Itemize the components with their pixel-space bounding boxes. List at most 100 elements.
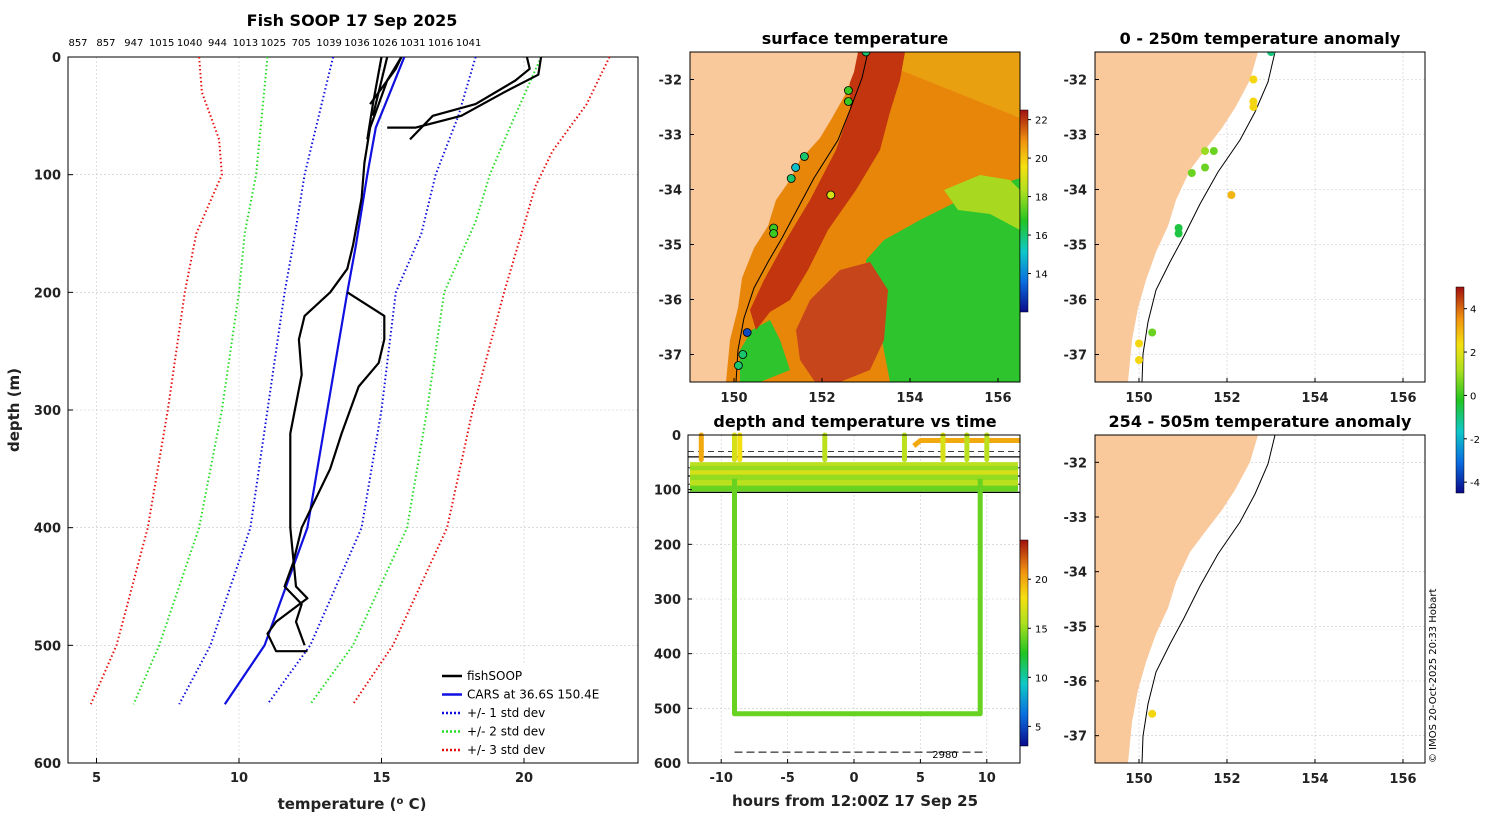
series-line-fishsoop (371, 56, 389, 117)
colorbar-tick-label: 20 (1035, 154, 1048, 165)
depth-time-panel: depth and temperature vs time -10 -5 0 5 100… (654, 412, 1048, 810)
sst-map-field (690, 52, 1020, 382)
top-id-label: 944 (208, 38, 227, 49)
series-line--1-std-dev (266, 56, 477, 705)
depth-trace (912, 438, 1020, 448)
x-tick-label: 20 (515, 771, 533, 786)
sst-stations (734, 52, 871, 370)
top-id-label: 1039 (316, 38, 341, 49)
anomaly-point (1249, 75, 1258, 84)
station-marker (742, 328, 752, 337)
sst-colorbar-ticks: 22 20 18 16 14 (1028, 116, 1048, 281)
anomaly-colorbar-ticks: 4 2 0 -2 -4 (1464, 305, 1480, 489)
sst-map-ticks: 150 152 154 156 -32 -33 -34 -35 -36 -37 (659, 74, 1012, 407)
lat-tick-label: -33 (1064, 129, 1088, 144)
station-marker (769, 229, 778, 238)
colorbar-tick-label: 0 (1470, 391, 1476, 402)
profile-legend: fishSOOP CARS at 36.6S 150.4E +/- 1 std de… (436, 664, 632, 757)
anomaly-map-1-points (1135, 52, 1275, 364)
legend-box (436, 664, 632, 756)
lon-tick-label: 156 (1389, 772, 1416, 787)
anomaly-point (1187, 169, 1196, 177)
lon-tick-label: 150 (1125, 391, 1152, 406)
lon-tick-label: 156 (1389, 391, 1416, 406)
station-marker (738, 350, 748, 359)
sst-sea-warm-east (690, 52, 1020, 118)
profile-series (89, 56, 611, 705)
colorbar-tick-label: 20 (1035, 575, 1048, 586)
profile-title: Fish SOOP 17 Sep 2025 (247, 11, 458, 30)
colorbar-tick-label: 18 (1035, 193, 1048, 204)
lat-tick-label: -32 (1064, 74, 1088, 89)
station-marker (844, 97, 853, 106)
legend-entry: fishSOOP (467, 669, 522, 683)
sst-map-title: surface temperature (762, 29, 949, 48)
lat-tick-label: -34 (659, 184, 683, 199)
colorbar-tick-label: 22 (1035, 116, 1048, 127)
lat-tick-label: -35 (1064, 239, 1088, 254)
sst-land (690, 52, 858, 382)
colorbar-tick-label: 16 (1035, 231, 1048, 242)
top-id-label: 1036 (344, 38, 369, 49)
lon-tick-label: 154 (1301, 772, 1328, 787)
colorbar-tick-label: 5 (1035, 722, 1041, 733)
top-id-label: 857 (96, 38, 115, 49)
profile-x-ticks: 5 10 15 20 (92, 758, 533, 786)
station-marker (734, 361, 743, 370)
y-tick-label: 100 (34, 169, 61, 184)
top-id-label: 1026 (372, 38, 397, 49)
anomaly-map-2-frame (1094, 434, 1426, 764)
y-tick-label: 0 (52, 51, 61, 66)
station-marker (786, 174, 796, 183)
anomaly-point (1148, 328, 1157, 337)
lon-tick-label: 156 (984, 391, 1011, 406)
anomaly-point (1174, 229, 1183, 238)
anomaly-map-2-ticks: 150 152 154 156 -32 -33 -34 -35 -36 -37 (1064, 456, 1417, 787)
y-tick-label: 300 (654, 593, 681, 608)
y-tick-label: 600 (34, 757, 61, 772)
x-tick-label: 10 (978, 771, 996, 786)
station-marker (826, 190, 836, 200)
legend-entry: +/- 2 std dev (467, 725, 545, 739)
profile-top-ids: 857 857 947 1015 1040 944 1013 1025 705 1039 1036 1… (68, 38, 481, 49)
x-tick-label: 0 (849, 771, 858, 786)
series-line-fishsoop (283, 291, 386, 646)
sst-shelf-contour (735, 52, 869, 382)
depth-time-colorbar (1019, 539, 1029, 747)
station-marker (861, 52, 871, 57)
legend-entry: +/- 1 std dev (467, 706, 545, 720)
lat-tick-label: -35 (659, 239, 683, 254)
anomaly-map-2-panel: 254 - 505m temperature anomaly 150 152 154… (1064, 412, 1426, 787)
lon-tick-label: 150 (720, 391, 747, 406)
top-id-label: 1015 (149, 38, 174, 49)
anomaly-point (1209, 147, 1218, 155)
top-id-label: 1025 (261, 38, 286, 49)
depth-time-x-label: hours from 12:00Z 17 Sep 25 (732, 792, 978, 810)
top-id-label: 1013 (233, 38, 258, 49)
legend-entry: CARS at 36.6S 150.4E (467, 688, 599, 702)
series-line--1-std-dev (178, 56, 335, 705)
anomaly-map-1-land (1095, 52, 1258, 382)
sst-sea-front (944, 175, 1020, 230)
colorbar-tick-label: -4 (1470, 478, 1480, 489)
colorbar-tick-label: 15 (1035, 624, 1048, 635)
colorbar-tick-label: 14 (1035, 270, 1048, 281)
lat-tick-label: -36 (659, 294, 683, 309)
profile-y-label: depth (m) (5, 368, 23, 452)
y-tick-label: 300 (34, 404, 61, 419)
lat-tick-label: -36 (1064, 294, 1088, 309)
anomaly-point (1174, 224, 1183, 232)
profile-x-label: temperature (o C) (278, 795, 427, 813)
credit-text: © IMOS 20-Oct-2025 20:33 Hobart (1428, 588, 1439, 763)
colorbar-tick-label: 2 (1470, 348, 1476, 359)
anomaly-map-2-land (1095, 435, 1258, 763)
depth-time-traces (690, 432, 1020, 717)
series-line--3-std-dev (89, 56, 223, 705)
sst-eddy (796, 262, 888, 382)
lat-tick-label: -37 (1064, 349, 1088, 364)
lon-tick-label: 152 (1213, 391, 1240, 406)
sst-colorbar (1019, 109, 1029, 313)
lat-tick-label: -34 (1064, 184, 1088, 199)
anomaly-point (1148, 709, 1157, 718)
